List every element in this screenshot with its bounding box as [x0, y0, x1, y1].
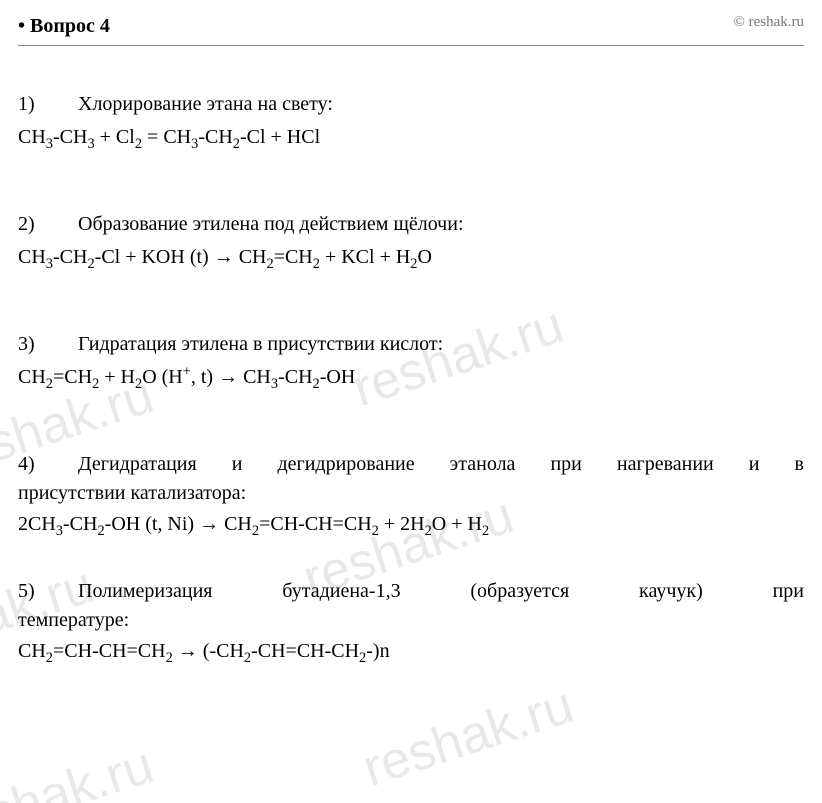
section-4: 4)Дегидратация и дегидрирование этанола …	[18, 450, 804, 539]
section-5-desc-line1-text: Полимеризация бутадиена-1,3 (образуется …	[78, 580, 804, 602]
section-5-desc-line1: 5)Полимеризация бутадиена-1,3 (образуетс…	[18, 577, 804, 606]
section-1-label: 1)Хлорирование этана на свету:	[18, 90, 804, 119]
title-text: Вопрос 4	[30, 15, 110, 37]
section-1-desc: Хлорирование этана на свету:	[78, 93, 333, 115]
watermark-text: reshak.ru	[354, 668, 583, 803]
section-4-num: 4)	[18, 450, 78, 479]
section-4-desc-line2: присутствии катализатора:	[18, 479, 804, 508]
section-2-num: 2)	[18, 210, 78, 239]
section-4-equation: 2CH3-CH2-OH (t, Ni) → CH2=CH-CH=CH2 + 2H…	[18, 510, 804, 539]
section-1: 1)Хлорирование этана на свету: CH3-CH3 +…	[18, 90, 804, 152]
title-bullet: •	[18, 15, 25, 37]
copyright: © reshak.ru	[733, 12, 804, 34]
section-3: 3)Гидратация этилена в присутствии кисло…	[18, 330, 804, 392]
section-5-label: 5)Полимеризация бутадиена-1,3 (образуетс…	[18, 577, 804, 635]
section-5-desc-line2: температуре:	[18, 606, 804, 635]
section-5-equation: CH2=CH-CH=CH2 → (-CH2-CH=CH-CH2-)n	[18, 637, 804, 666]
section-4-label: 4)Дегидратация и дегидрирование этанола …	[18, 450, 804, 508]
section-4-desc-line1-text: Дегидратация и дегидрирование этанола пр…	[78, 453, 804, 475]
section-5-num: 5)	[18, 577, 78, 606]
section-3-equation: CH2=CH2 + H2O (H+, t) → CH3-CH2-OH	[18, 363, 804, 392]
section-5: 5)Полимеризация бутадиена-1,3 (образуетс…	[18, 577, 804, 666]
watermark-text: reshak.ru	[0, 728, 163, 803]
section-1-num: 1)	[18, 90, 78, 119]
header: • Вопрос 4 © reshak.ru	[18, 12, 804, 41]
section-2-equation: CH3-CH2-Cl + KOH (t) → CH2=CH2 + KCl + H…	[18, 243, 804, 272]
divider	[18, 45, 804, 46]
page-title: • Вопрос 4	[18, 12, 110, 41]
section-1-equation: CH3-CH3 + Cl2 = CH3-CH2-Cl + HCl	[18, 123, 804, 152]
section-4-desc-line1: 4)Дегидратация и дегидрирование этанола …	[18, 450, 804, 479]
section-2-desc: Образование этилена под действием щёлочи…	[78, 213, 464, 235]
section-2-label: 2)Образование этилена под действием щёло…	[18, 210, 804, 239]
section-3-num: 3)	[18, 330, 78, 359]
section-2: 2)Образование этилена под действием щёло…	[18, 210, 804, 272]
section-3-label: 3)Гидратация этилена в присутствии кисло…	[18, 330, 804, 359]
section-3-desc: Гидратация этилена в присутствии кислот:	[78, 333, 443, 355]
